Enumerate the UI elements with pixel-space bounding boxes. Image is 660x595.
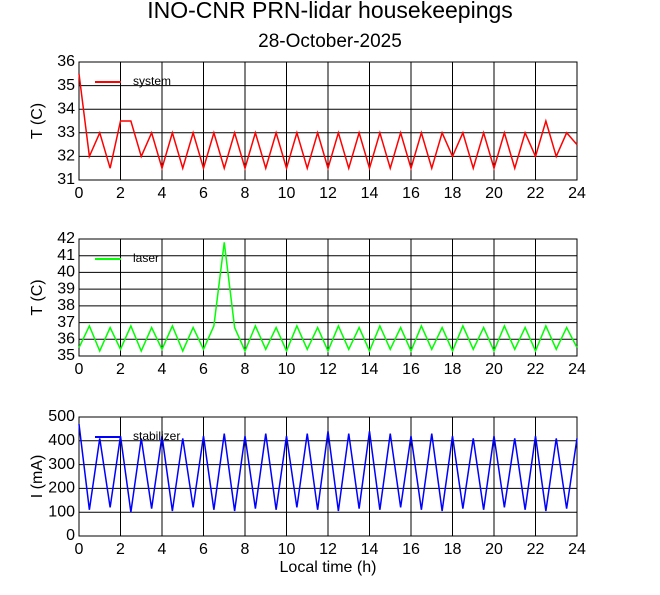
- y-tick-label: 35: [57, 347, 75, 364]
- x-tick-label: 10: [278, 541, 296, 558]
- x-tick-label: 14: [361, 541, 379, 558]
- x-tick-label: 22: [527, 361, 545, 378]
- x-tick-label: 0: [75, 541, 84, 558]
- figure-subtitle: 28-October-2025: [258, 31, 402, 52]
- x-tick-label: 24: [568, 361, 586, 378]
- y-tick-label: 33: [57, 124, 75, 141]
- x-tick-label: 6: [199, 361, 208, 378]
- y-tick-label: 31: [57, 171, 75, 188]
- x-tick-label: 10: [278, 185, 296, 202]
- y-tick-label: 300: [48, 456, 75, 473]
- y-tick-label: 38: [57, 297, 75, 314]
- x-tick-label: 4: [158, 185, 167, 202]
- x-tick-label: 22: [527, 541, 545, 558]
- y-tick-label: 400: [48, 432, 75, 449]
- y-tick-label: 39: [57, 280, 75, 297]
- x-tick-label: 4: [158, 541, 167, 558]
- x-tick-label: 16: [402, 185, 420, 202]
- y-tick-label: 35: [57, 77, 75, 94]
- y-tick-label: 32: [57, 148, 75, 165]
- y-tick-label: 100: [48, 503, 75, 520]
- x-tick-label: 8: [241, 541, 250, 558]
- y-tick-label: 34: [57, 100, 75, 117]
- figure-title: INO-CNR PRN-lidar housekeepings: [147, 0, 513, 23]
- y-axis-label: T (C): [29, 279, 46, 315]
- x-tick-label: 0: [75, 361, 84, 378]
- y-tick-label: 36: [57, 53, 75, 70]
- x-tick-label: 18: [444, 541, 462, 558]
- data-line: [78, 73, 578, 171]
- x-tick-label: 2: [116, 185, 125, 202]
- x-tick-label: 12: [319, 361, 337, 378]
- x-tick-label: 24: [568, 185, 586, 202]
- data-line: [78, 424, 578, 513]
- y-tick-label: 37: [57, 314, 75, 331]
- x-tick-label: 2: [116, 541, 125, 558]
- x-tick-label: 16: [402, 541, 420, 558]
- x-tick-label: 20: [485, 185, 503, 202]
- y-tick-label: 200: [48, 480, 75, 497]
- x-tick-label: 8: [241, 185, 250, 202]
- y-tick-label: 0: [66, 527, 75, 544]
- y-tick-label: 41: [57, 247, 75, 264]
- x-tick-label: 18: [444, 361, 462, 378]
- legend-label: stabilizer: [133, 429, 180, 443]
- data-line: [78, 242, 578, 353]
- x-tick-label: 0: [75, 185, 84, 202]
- y-tick-label: 36: [57, 331, 75, 348]
- x-tick-label: 10: [278, 361, 296, 378]
- x-tick-label: 24: [568, 541, 586, 558]
- y-tick-label: 42: [57, 230, 75, 247]
- legend-label: system: [133, 74, 171, 88]
- x-tick-label: 20: [485, 361, 503, 378]
- x-tick-label: 16: [402, 361, 420, 378]
- y-tick-label: 500: [48, 408, 75, 425]
- x-tick-label: 20: [485, 541, 503, 558]
- y-axis-label: T (C): [29, 103, 46, 139]
- x-tick-label: 18: [444, 185, 462, 202]
- x-tick-label: 12: [319, 185, 337, 202]
- x-tick-label: 14: [361, 185, 379, 202]
- legend-label: laser: [133, 251, 159, 265]
- x-tick-label: 6: [199, 541, 208, 558]
- x-tick-label: 2: [116, 361, 125, 378]
- y-axis-label: I (mA): [29, 455, 46, 499]
- x-tick-label: 8: [241, 361, 250, 378]
- x-tick-label: 22: [527, 185, 545, 202]
- y-tick-label: 40: [57, 264, 75, 281]
- x-tick-label: 6: [199, 185, 208, 202]
- x-tick-label: 4: [158, 361, 167, 378]
- x-tick-label: 12: [319, 541, 337, 558]
- x-axis-label: Local time (h): [280, 559, 377, 576]
- x-tick-label: 14: [361, 361, 379, 378]
